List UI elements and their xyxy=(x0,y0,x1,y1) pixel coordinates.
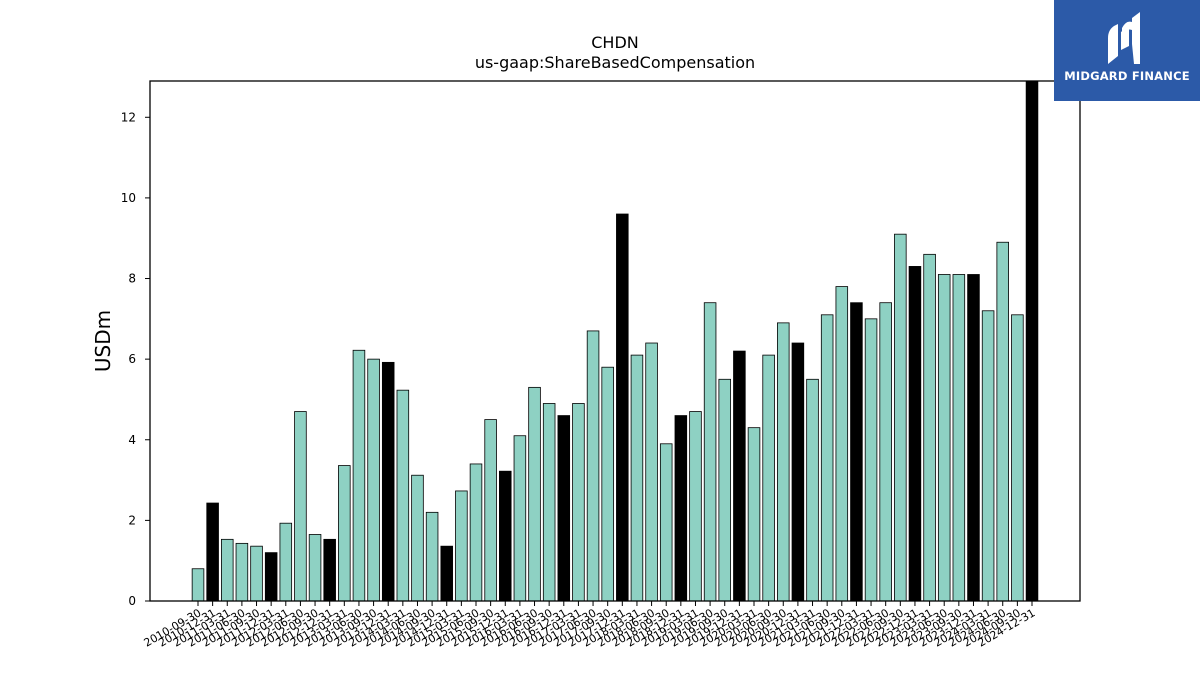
bar-2022-06-30 xyxy=(879,302,892,602)
y-axis: 0 2 4 6 8 10 12 xyxy=(121,110,150,608)
bar-2014-06-30 xyxy=(411,474,424,602)
y-tick-label: 4 xyxy=(128,433,136,447)
bar-2023-03-31 xyxy=(923,253,936,602)
bar-2013-12-31 xyxy=(381,361,395,602)
bar-2019-06-30 xyxy=(703,302,717,602)
bar-2017-03-31 xyxy=(572,403,585,602)
bar-2024-09-30 xyxy=(1011,314,1024,602)
bar-2020-12-31 xyxy=(791,342,805,602)
bar-2016-06-30 xyxy=(528,386,541,602)
bar-2014-12-31 xyxy=(440,545,453,602)
y-tick-label: 2 xyxy=(128,513,136,527)
bar-2011-09-30 xyxy=(250,545,263,602)
plot-frame xyxy=(149,80,1081,602)
bar-2020-06-30 xyxy=(762,354,775,602)
bar-2017-12-31 xyxy=(616,213,629,602)
bar-2014-03-31 xyxy=(396,389,410,602)
bar-2021-12-31 xyxy=(850,302,863,602)
bar-2016-12-31 xyxy=(557,415,571,602)
bar-2010-09-30 xyxy=(191,568,205,602)
y-tick-label: 8 xyxy=(128,272,136,286)
bar-2024-03-31 xyxy=(981,310,995,602)
bar-2015-09-30 xyxy=(484,419,497,602)
bar-2019-12-31 xyxy=(733,350,746,602)
y-tick-label: 6 xyxy=(128,352,136,366)
bar-2018-09-30 xyxy=(659,443,673,602)
y-tick-label: 10 xyxy=(121,191,136,205)
bar-2021-09-30 xyxy=(835,286,849,602)
y-tick-label: 0 xyxy=(128,594,136,608)
bar-2010-12-31 xyxy=(206,502,219,602)
bar-2017-09-30 xyxy=(601,366,614,602)
bar-2023-12-31 xyxy=(967,274,980,602)
bar-2023-06-30 xyxy=(937,274,951,602)
bar-2015-12-31 xyxy=(499,470,512,602)
bar-2018-06-30 xyxy=(645,342,658,602)
bar-2019-09-30 xyxy=(718,378,731,602)
bar-2019-03-31 xyxy=(689,411,702,602)
x-axis: 2010-09-302010-12-312011-03-312011-06-30… xyxy=(142,601,1038,650)
bar-2016-09-30 xyxy=(542,403,556,602)
bar-2015-03-31 xyxy=(455,490,468,602)
bar-2012-06-30 xyxy=(294,411,307,602)
midgard-mark-icon xyxy=(1108,12,1140,64)
bar-2022-09-30 xyxy=(894,233,907,602)
midgard-finance-logo: MIDGARD FINANCE xyxy=(1054,0,1200,101)
bar-2022-03-31 xyxy=(864,318,878,602)
bar-2013-03-31 xyxy=(338,465,351,602)
bar-2018-12-31 xyxy=(674,415,688,602)
bar-2013-06-30 xyxy=(352,349,366,602)
bar-2021-06-30 xyxy=(820,314,834,602)
bar-2011-06-30 xyxy=(235,542,249,602)
bar-2017-06-30 xyxy=(586,330,600,602)
bar-2024-06-30 xyxy=(996,241,1009,602)
bar-2023-09-30 xyxy=(952,274,966,602)
chart-subtitle: us-gaap:ShareBasedCompensation xyxy=(475,53,755,72)
bar-2012-03-31 xyxy=(279,522,293,602)
bar-2015-06-30 xyxy=(469,463,483,602)
bar-2024-12-31 xyxy=(1025,80,1039,602)
bar-2014-09-30 xyxy=(425,511,439,602)
y-tick-label: 12 xyxy=(121,110,136,124)
bar-2011-03-31 xyxy=(221,538,234,602)
y-axis-label: USDm xyxy=(91,310,115,372)
bar-2011-12-31 xyxy=(264,552,278,602)
bar-2016-03-31 xyxy=(513,435,527,602)
bar-2021-03-31 xyxy=(806,378,819,602)
bar-2018-03-31 xyxy=(630,354,644,602)
bar-2020-03-31 xyxy=(747,427,761,602)
bar-2020-09-30 xyxy=(777,322,790,602)
bar-2013-09-30 xyxy=(367,358,380,602)
logo-text: MIDGARD FINANCE xyxy=(1064,69,1190,83)
chart-title: CHDN xyxy=(591,33,639,52)
bar-2012-09-30 xyxy=(308,534,322,602)
bars-group xyxy=(191,80,1039,602)
bar-2012-12-31 xyxy=(323,538,336,602)
bar-2022-12-31 xyxy=(908,266,922,602)
